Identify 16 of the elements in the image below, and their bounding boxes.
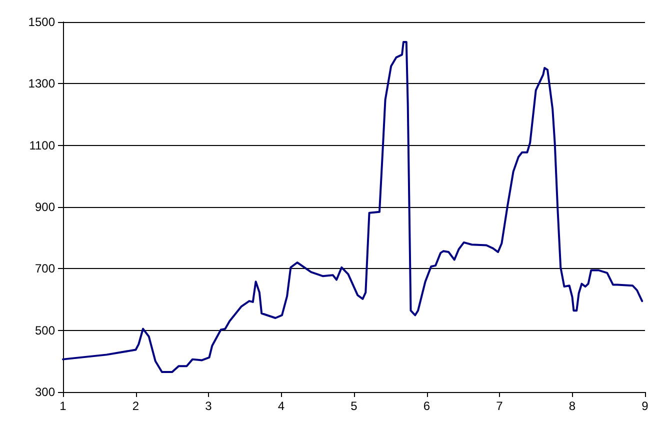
y-tick-label: 1500 (28, 15, 56, 29)
x-tick-label: 5 (350, 399, 358, 413)
x-tick-label: 1 (60, 399, 67, 413)
y-tick-label: 300 (34, 385, 56, 399)
x-tick-label: 7 (496, 399, 504, 413)
x-tick-label: 9 (642, 399, 649, 413)
x-tick-label: 8 (568, 399, 576, 413)
x-tick-label: 2 (132, 399, 140, 413)
x-tick-label: 4 (278, 399, 285, 413)
y-tick-label: 500 (34, 323, 56, 338)
x-tick-label: 6 (423, 399, 430, 413)
y-tick-label: 1300 (28, 76, 56, 91)
y-tick-label: 900 (34, 200, 56, 214)
y-tick-label: 1100 (29, 138, 56, 152)
y-tick-label: 700 (34, 262, 56, 276)
x-tick-label: 3 (205, 399, 212, 413)
